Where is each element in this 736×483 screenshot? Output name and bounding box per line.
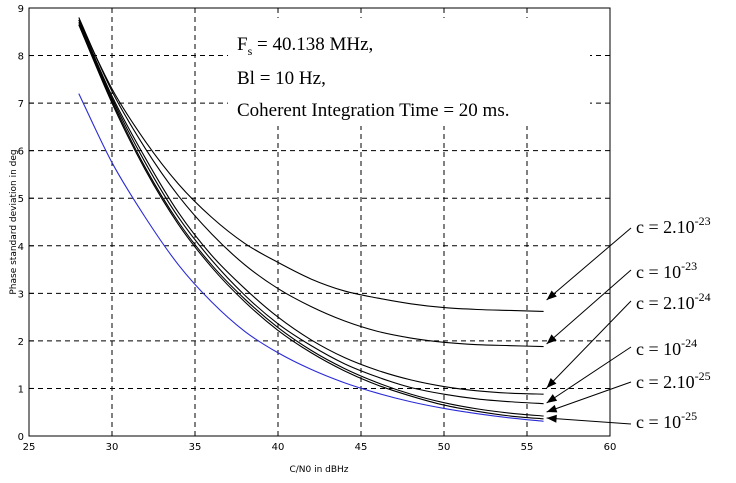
- y-tick-label: 6: [18, 147, 24, 158]
- series-label-4: c = 10-24: [636, 336, 697, 359]
- series-line-4: [78, 22, 544, 405]
- series-line-6: [78, 24, 544, 420]
- series-label-exponent: -23: [681, 259, 697, 273]
- x-tick-label: 35: [189, 442, 202, 453]
- plot-frame: [28, 7, 611, 437]
- label-arrow-line: [546, 381, 632, 413]
- series-label-5: c = 2.10-25: [636, 369, 711, 392]
- y-axis-label: Phase standard deviation in deg: [9, 149, 19, 294]
- y-tick-label: 0: [18, 432, 24, 443]
- x-tick-label: 30: [106, 442, 119, 453]
- series-label-base: c = 2.10: [636, 217, 695, 237]
- label-arrow-line: [546, 417, 632, 425]
- y-tick-label: 7: [18, 99, 24, 110]
- fs-symbol: F: [237, 34, 248, 55]
- series-line-2: [78, 17, 544, 348]
- label-arrow-line: [546, 346, 632, 404]
- x-tick-label: 40: [272, 442, 285, 453]
- y-tick-label: 1: [18, 384, 24, 395]
- series-line-3: [78, 19, 544, 395]
- label-arrowhead: [546, 378, 557, 388]
- y-tick-label: 5: [18, 194, 24, 205]
- series-label-2: c = 10-23: [636, 259, 697, 282]
- series-label-exponent: -23: [695, 214, 711, 228]
- annotation-line-3: Coherent Integration Time = 20 ms.: [237, 100, 509, 121]
- label-layer: c = 2.10-23c = 10-23c = 2.10-24c = 10-24…: [546, 214, 711, 432]
- series-label-base: c = 2.10: [636, 372, 695, 392]
- series-label-exponent: -24: [681, 336, 697, 350]
- x-tick-label: 55: [521, 442, 534, 453]
- label-arrow-line: [546, 227, 632, 301]
- label-arrowhead: [546, 404, 558, 413]
- series-label-6: c = 10-25: [636, 409, 697, 432]
- series-line-5: [78, 24, 544, 417]
- fs-subscript: s: [248, 44, 253, 58]
- series-line-1: [78, 19, 544, 312]
- y-tick-label: 2: [18, 337, 24, 348]
- y-tick-label: 4: [18, 242, 24, 253]
- series-layer: [78, 17, 544, 422]
- y-tick-label: 8: [18, 52, 24, 63]
- annotation-line-2: Bl = 10 Hz,: [237, 68, 326, 89]
- annotation-box: [228, 18, 590, 126]
- x-axis-label: C/N0 in dBHz: [289, 465, 348, 475]
- label-arrowhead: [546, 394, 558, 403]
- series-label-exponent: -24: [695, 290, 711, 304]
- series-line-7: [78, 93, 544, 422]
- x-tick-label: 45: [355, 442, 368, 453]
- series-label-base: c = 10: [636, 339, 681, 359]
- x-tick-label: 60: [604, 442, 617, 453]
- series-label-base: c = 2.10: [636, 293, 695, 313]
- series-label-exponent: -25: [695, 369, 711, 383]
- label-arrowhead: [546, 414, 557, 423]
- label-arrowhead: [546, 290, 557, 300]
- label-arrow-line: [546, 269, 632, 345]
- x-tick-label: 25: [23, 442, 36, 453]
- series-label-1: c = 2.10-23: [636, 214, 711, 237]
- series-label-3: c = 2.10-24: [636, 290, 711, 313]
- y-tick-label: 9: [18, 4, 24, 15]
- series-label-base: c = 10: [636, 262, 681, 282]
- label-arrow-line: [546, 300, 632, 389]
- series-label-exponent: -25: [681, 409, 697, 423]
- fs-value: = 40.138 MHz,: [252, 34, 373, 55]
- label-arrowhead: [546, 334, 557, 344]
- x-tick-label: 50: [438, 442, 451, 453]
- annotation-line-1: Fs = 40.138 MHz,: [237, 34, 373, 58]
- y-tick-label: 3: [18, 289, 24, 300]
- series-label-base: c = 10: [636, 412, 681, 432]
